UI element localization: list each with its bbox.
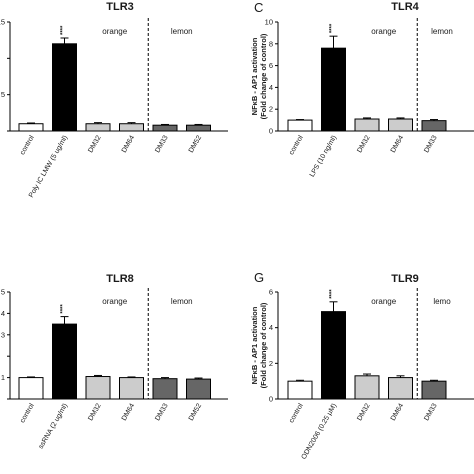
y-tick-label: 6 bbox=[269, 61, 273, 70]
significance-marker: **** bbox=[61, 304, 67, 314]
y-tick-label: 0 bbox=[269, 395, 273, 404]
y-axis-label: NFκB - AP1 activation bbox=[250, 37, 259, 115]
y-tick-label: 0 bbox=[269, 127, 273, 136]
bar-dm52 bbox=[186, 124, 211, 132]
y-axis-label: (Fold change of control) bbox=[259, 33, 268, 119]
category-label: Poly IC LMW (5 ug/ml) bbox=[28, 135, 69, 199]
category-label: DM32 bbox=[87, 402, 102, 422]
category-label: DM64 bbox=[121, 134, 136, 154]
group-label-lemon: lemon bbox=[171, 297, 193, 306]
significance-marker: **** bbox=[330, 23, 336, 33]
y-tick-label: 2 bbox=[269, 105, 273, 114]
category-label: DM64 bbox=[390, 134, 405, 154]
y-tick-label: 10 bbox=[265, 18, 273, 27]
bar-dm64 bbox=[119, 377, 144, 400]
bar-dm64 bbox=[388, 118, 413, 132]
bar-dm33 bbox=[152, 378, 178, 400]
category-label: DM32 bbox=[356, 134, 371, 154]
significance-marker: **** bbox=[61, 25, 67, 35]
chart-title: TLR4 bbox=[391, 1, 419, 13]
y-tick-label: 3 bbox=[1, 330, 5, 339]
y-tick-label: 8 bbox=[269, 39, 273, 48]
category-label: DM52 bbox=[188, 134, 203, 154]
y-tick-label: 4 bbox=[269, 83, 273, 92]
bar-dm33 bbox=[421, 380, 447, 400]
group-label-orange: orange bbox=[371, 297, 396, 306]
category-label: DM52 bbox=[188, 402, 203, 422]
bar-dm64 bbox=[119, 123, 144, 132]
y-axis-label: NFκB - AP1 activation bbox=[250, 306, 259, 384]
group-label-orange: orange bbox=[371, 27, 396, 36]
bar-lps bbox=[321, 47, 346, 132]
bar-control bbox=[287, 119, 313, 132]
category-label: control bbox=[288, 402, 305, 424]
chart-panel-tlr8: 1 3 4 5 TLR8 control **** ssRNA (2 ug/ml) DM32 DM… bbox=[1, 273, 228, 450]
bar-odn2006 bbox=[321, 311, 346, 400]
category-label: control bbox=[288, 134, 305, 156]
chart-title: TLR8 bbox=[106, 273, 134, 285]
y-tick-label: 4 bbox=[269, 323, 273, 332]
chart-title: TLR9 bbox=[391, 273, 419, 285]
category-label: ssRNA (2 ug/ml) bbox=[38, 403, 70, 451]
y-tick-label: 4 bbox=[1, 309, 5, 318]
chart-panel-tlr9: 0 2 4 6 TLR9 G NFκB - AP1 activation (Fold chan… bbox=[250, 270, 474, 461]
category-label: DM33 bbox=[423, 134, 438, 154]
group-label-lemo: lemo bbox=[433, 297, 451, 306]
category-label: DM33 bbox=[154, 134, 169, 154]
y-tick-label: 15 bbox=[0, 18, 5, 27]
bar-dm32 bbox=[85, 123, 111, 132]
group-label-lemon: lemon bbox=[431, 27, 453, 36]
chart-panel-tlr4: 0 2 4 6 8 10 TLR4 C NFκB - AP1 activation (Fold c… bbox=[250, 0, 474, 178]
category-label: DM64 bbox=[390, 402, 405, 422]
category-label: ODN2006 (0.25 μM) bbox=[301, 403, 339, 461]
category-label: DM33 bbox=[423, 402, 438, 422]
category-label: DM64 bbox=[121, 402, 136, 422]
bar-dm32 bbox=[354, 118, 380, 132]
category-label: LPS (10 ng/ml) bbox=[309, 135, 338, 179]
chart-panel-tlr3: 5 15 TLR3 control **** Poly IC LMW (5 ug/ml) D… bbox=[0, 1, 228, 199]
panel-letter: C bbox=[254, 0, 263, 15]
bar-control bbox=[287, 380, 313, 400]
chart-title: TLR3 bbox=[106, 1, 134, 13]
bar-dm32 bbox=[354, 375, 380, 400]
group-label-lemon: lemon bbox=[171, 27, 193, 36]
panel-letter: G bbox=[254, 270, 264, 285]
bar-dm32 bbox=[85, 376, 111, 400]
y-tick-label: 1 bbox=[1, 373, 5, 382]
y-tick-label: 5 bbox=[1, 288, 5, 297]
category-label: control bbox=[19, 134, 36, 156]
bar-dm33 bbox=[421, 120, 447, 132]
bar-dm33 bbox=[152, 124, 178, 132]
category-label: DM32 bbox=[356, 402, 371, 422]
bar-poly bbox=[52, 43, 77, 132]
bar-control bbox=[18, 377, 44, 400]
group-label-orange: orange bbox=[102, 27, 127, 36]
category-label: DM33 bbox=[154, 402, 169, 422]
bar-control bbox=[18, 123, 44, 132]
y-tick-label: 6 bbox=[269, 288, 273, 297]
bar-dm52 bbox=[186, 378, 211, 400]
category-label: DM32 bbox=[87, 134, 102, 154]
bar-dm64 bbox=[388, 377, 413, 400]
y-tick-label: 5 bbox=[1, 90, 5, 99]
y-tick-label: 2 bbox=[269, 359, 273, 368]
significance-marker: **** bbox=[330, 289, 336, 299]
group-label-orange: orange bbox=[102, 297, 127, 306]
bar-ssrna bbox=[52, 323, 77, 400]
y-axis-label: (Fold change of control) bbox=[259, 302, 268, 388]
category-label: control bbox=[19, 402, 36, 424]
